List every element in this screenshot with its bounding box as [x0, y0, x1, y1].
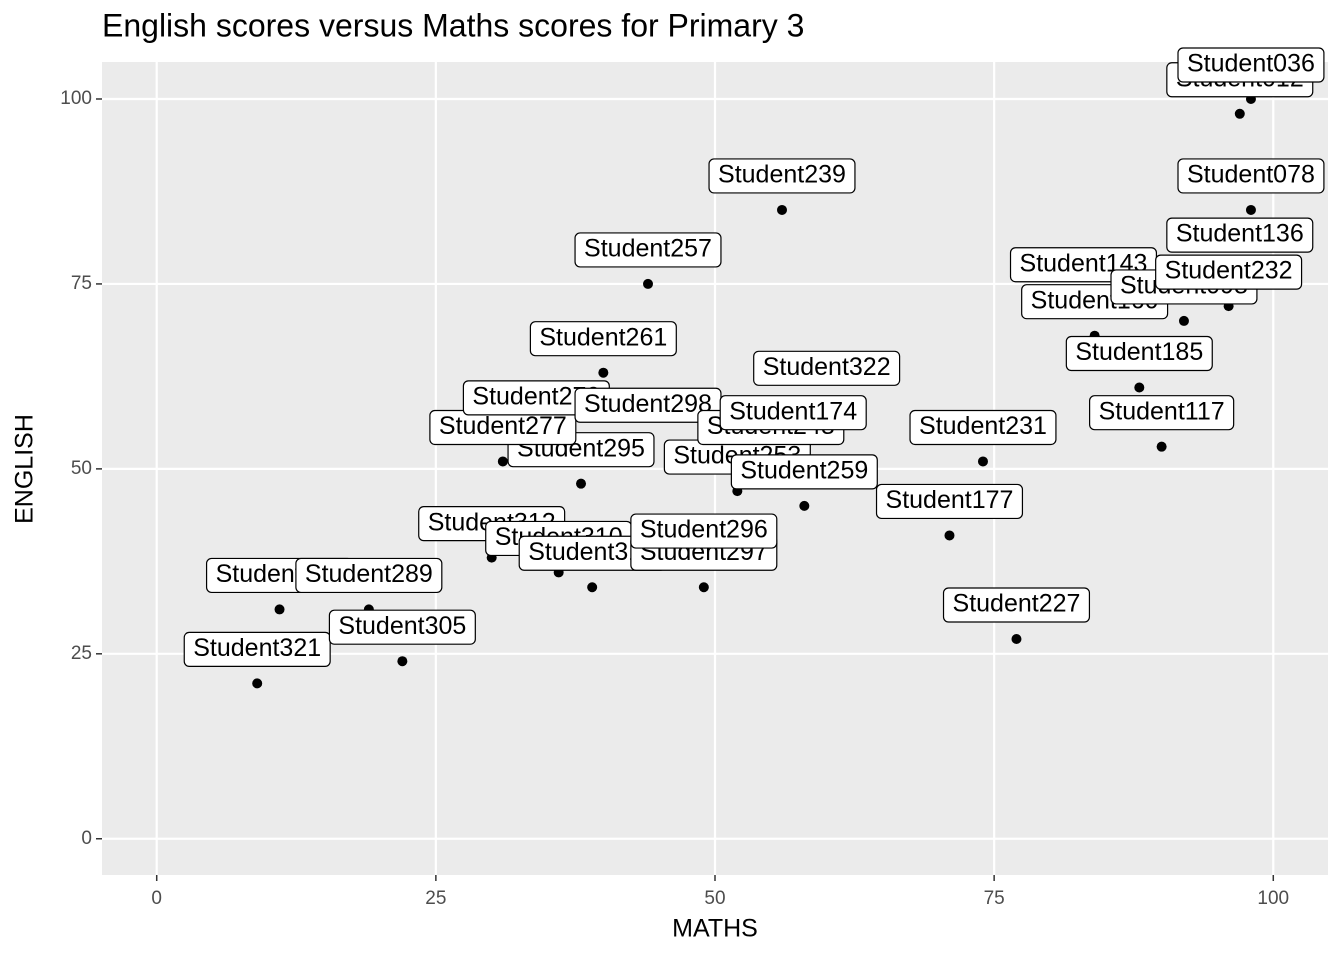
point-label: Student322 — [763, 353, 891, 381]
point-label: Student321 — [193, 634, 321, 662]
chart-title: English scores versus Maths scores for P… — [102, 7, 804, 43]
x-tick-label: 50 — [704, 888, 725, 909]
label-box — [719, 395, 867, 431]
point — [598, 367, 609, 378]
label-box — [942, 587, 1091, 623]
point-label: Student296 — [640, 516, 768, 544]
label-box — [730, 454, 878, 490]
label-box — [1065, 335, 1213, 372]
point — [977, 456, 988, 467]
point — [587, 582, 598, 593]
x-axis-title: MATHS — [672, 915, 758, 943]
point-label: Student289 — [305, 560, 433, 588]
y-tick-label: 50 — [71, 458, 92, 479]
label-box — [630, 513, 778, 549]
point-label: Student078 — [1187, 161, 1315, 189]
label-box — [1089, 395, 1235, 431]
point-label: Student117 — [1099, 397, 1225, 425]
point-label: Student305 — [338, 612, 466, 640]
x-tick-label: 0 — [151, 888, 162, 909]
y-axis-title: ENGLISH — [11, 414, 39, 524]
label-box — [183, 631, 331, 668]
point-label: Student185 — [1075, 338, 1203, 366]
point — [274, 604, 285, 615]
point — [776, 204, 787, 215]
y-tick-label: 100 — [60, 88, 92, 109]
point-label: Student136 — [1176, 220, 1304, 248]
point-label: Student232 — [1165, 257, 1293, 285]
label-box — [875, 483, 1024, 520]
point-label: Student257 — [584, 235, 712, 263]
label-box — [909, 409, 1057, 446]
point — [252, 678, 263, 689]
point — [1156, 441, 1167, 452]
point — [397, 656, 408, 667]
x-tick-label: 25 — [425, 888, 446, 909]
point-label: Student174 — [729, 397, 857, 425]
label-box — [295, 557, 443, 594]
point-label: Student277 — [439, 412, 567, 440]
label-box — [574, 232, 722, 268]
point — [1178, 315, 1189, 326]
y-tick-label: 0 — [81, 828, 92, 849]
point — [643, 278, 654, 289]
point — [698, 582, 709, 593]
point-label: Student239 — [718, 161, 846, 189]
point-label: Student231 — [919, 412, 1047, 440]
point — [799, 500, 810, 511]
point-label: Student259 — [740, 456, 868, 484]
label-box — [1177, 158, 1325, 194]
point — [1134, 382, 1145, 393]
point — [576, 478, 587, 489]
point-label: Student036 — [1187, 50, 1315, 78]
label-box — [1177, 47, 1325, 83]
y-tick-label: 25 — [71, 643, 92, 664]
point — [1245, 204, 1256, 215]
point — [1011, 634, 1022, 645]
label-box — [753, 350, 901, 386]
label-box — [529, 321, 677, 357]
x-tick-label: 100 — [1257, 888, 1289, 909]
point — [497, 456, 508, 467]
label-box — [328, 609, 476, 645]
point-label: Student177 — [886, 486, 1014, 514]
point-label: Student227 — [953, 590, 1081, 618]
point — [1234, 108, 1245, 119]
point-label: Student261 — [539, 323, 667, 351]
label-box — [1155, 254, 1303, 290]
label-box — [708, 158, 856, 194]
point — [944, 530, 955, 541]
x-tick-label: 75 — [984, 888, 1005, 909]
label-box — [1166, 217, 1314, 253]
y-tick-label: 75 — [71, 273, 92, 294]
point-label: Student298 — [584, 390, 712, 418]
